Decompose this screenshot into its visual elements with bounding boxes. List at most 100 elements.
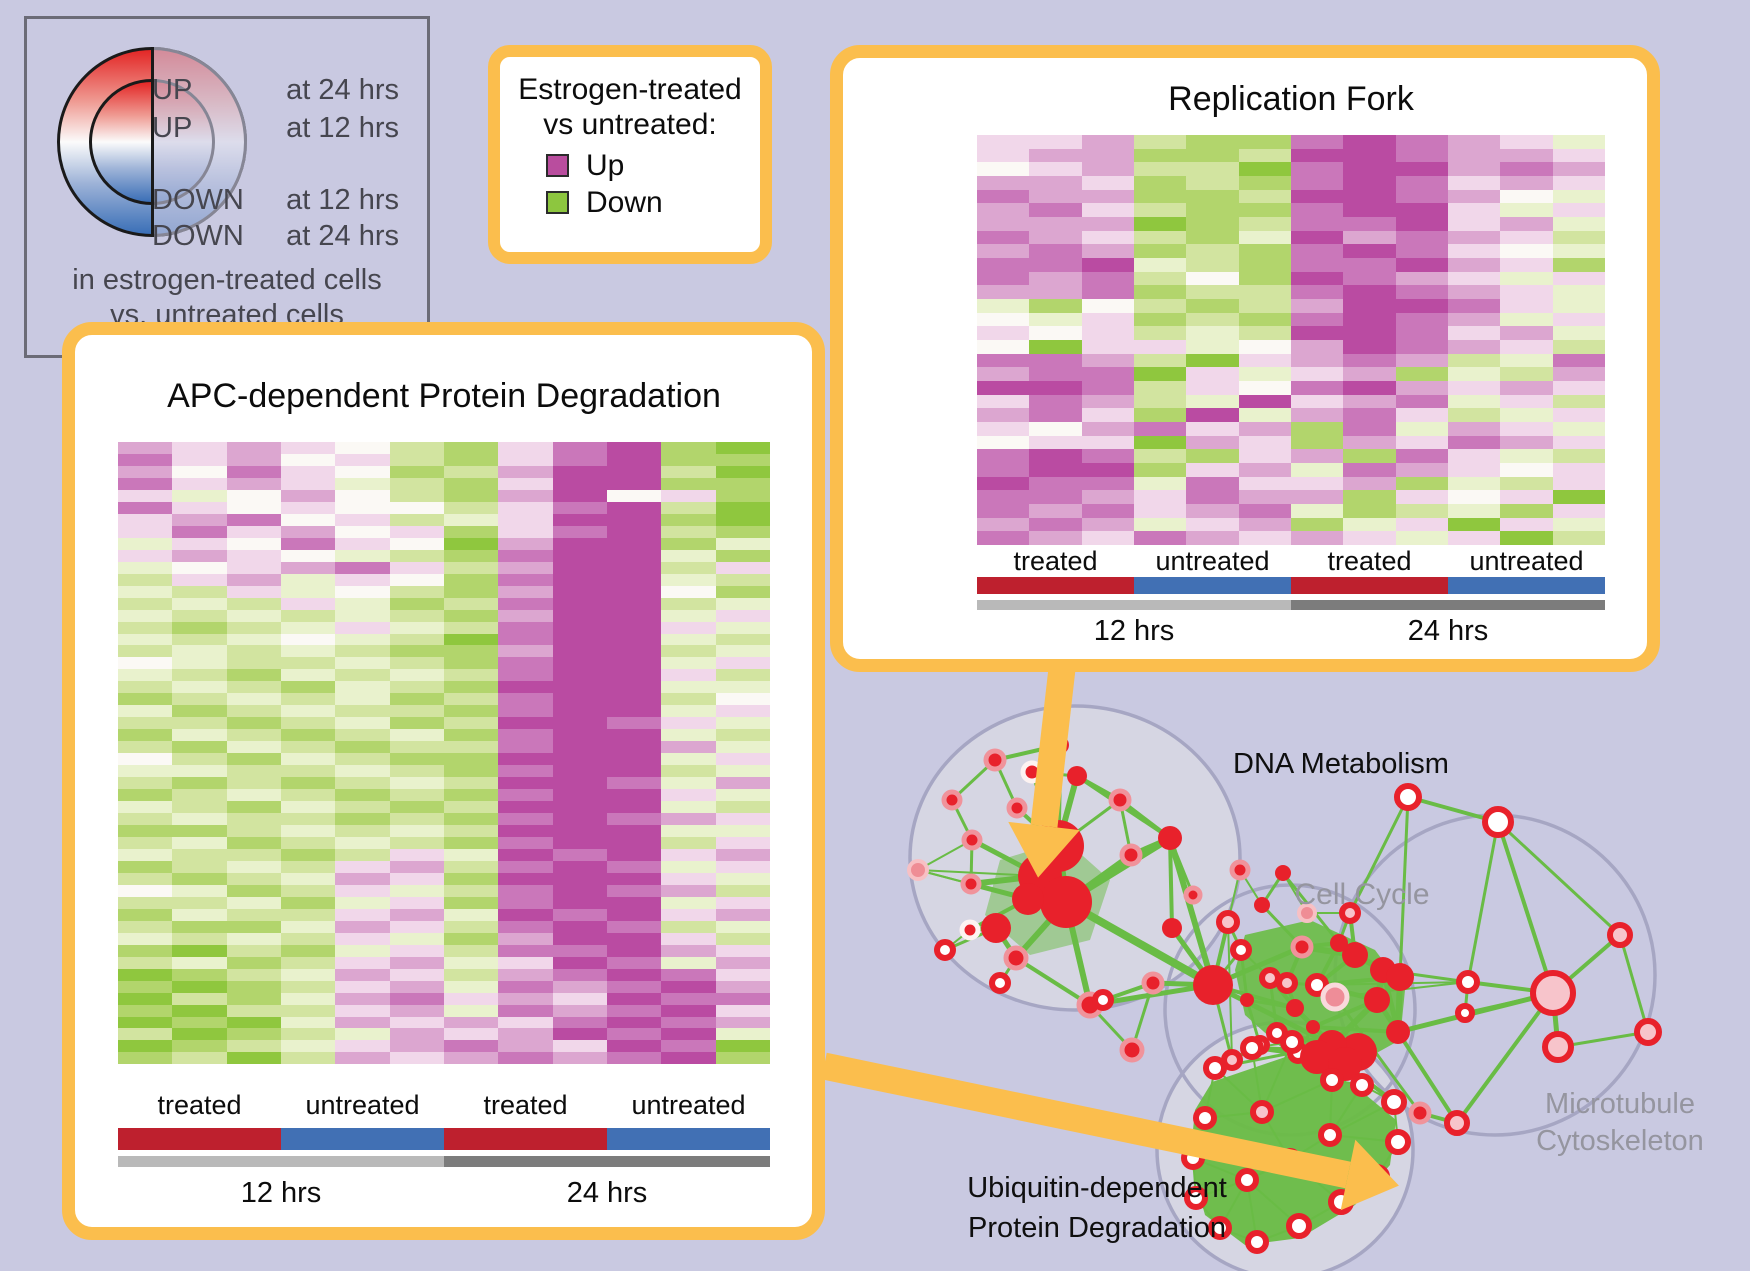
heatmap-cell [1447, 299, 1501, 313]
heatmap-cell [280, 908, 336, 921]
heatmap-cell [552, 1052, 607, 1065]
heatmap-cell [1133, 422, 1187, 436]
heatmap-cell [498, 561, 553, 574]
heatmap-cell [172, 597, 227, 610]
heatmap-cell [226, 453, 281, 466]
heatmap-cell [552, 501, 607, 514]
network-node-ringpink [1634, 1018, 1662, 1046]
untreated-bar-segment [1134, 577, 1291, 594]
heatmap-cell [335, 789, 390, 802]
legend-row-up12: UP at 12 hrs [152, 112, 412, 144]
heatmap-cell [226, 1016, 281, 1029]
heatmap-cell [118, 908, 173, 921]
legend-time: at 24 hrs [286, 74, 399, 106]
heatmap-cell [1290, 148, 1344, 163]
heatmap-cell [280, 860, 336, 873]
heatmap-cell [172, 549, 227, 562]
heatmap-cell [172, 705, 227, 718]
heatmap-cell [606, 908, 662, 921]
heatmap-row [118, 1052, 770, 1065]
heatmap-cell [443, 968, 499, 981]
network-node-pink [960, 873, 982, 895]
heatmap-row [118, 585, 770, 598]
heatmap-cell [335, 585, 390, 598]
heatmap-cell [1500, 517, 1553, 532]
heatmap-row [118, 777, 770, 790]
heatmap-cell [1290, 135, 1344, 149]
heatmap-cell [118, 633, 173, 646]
heatmap-cell [1552, 217, 1605, 231]
heatmap-cell [661, 465, 716, 478]
heatmap-cell [1552, 230, 1605, 245]
legend-row-down12: DOWN at 12 hrs [152, 184, 412, 216]
heatmap-cell [715, 645, 770, 658]
heatmap-cell [226, 872, 281, 885]
heatmap-cell [172, 1028, 227, 1041]
heatmap-cell [661, 705, 716, 718]
heatmap-cell [606, 477, 662, 490]
heatmap-cell [172, 609, 227, 622]
heatmap-cell [1029, 381, 1082, 395]
heatmap-cell [280, 489, 336, 502]
heatmap-cell [226, 621, 281, 634]
time-label-12hrs: 12 hrs [240, 1177, 322, 1209]
heatmap-cell [1029, 299, 1082, 313]
heatmap-cell [172, 1016, 227, 1029]
heatmap-cell [172, 453, 227, 466]
heatmap-cell [1447, 517, 1501, 532]
heatmap-cell [1081, 271, 1134, 286]
heatmap-row [118, 442, 770, 454]
heatmap-cell [606, 836, 662, 849]
heatmap-cell [1343, 408, 1396, 423]
heatmap-cell [280, 789, 336, 802]
ubiquitin-degradation-label: Ubiquitin-dependent Protein Degradation [947, 1168, 1247, 1248]
heatmap-row [118, 693, 770, 706]
heatmap-cell [1133, 285, 1187, 300]
heatmap-row [118, 1040, 770, 1053]
network-node-solid [1364, 987, 1390, 1013]
heatmap-cell [443, 501, 499, 514]
heatmap-cell [443, 884, 499, 897]
heatmap-cell [1029, 408, 1082, 423]
rf-condition-bar [977, 577, 1605, 594]
heatmap-cell [172, 813, 227, 825]
network-node-ringwhite [1208, 1216, 1232, 1240]
heatmap-cell [1343, 189, 1396, 204]
heatmap-cell [1133, 531, 1187, 546]
heatmap-cell [552, 585, 607, 598]
heatmap-cell [172, 908, 227, 921]
heatmap-cell [1395, 203, 1448, 218]
network-node-ringwhite [1092, 989, 1114, 1011]
heatmap-row [118, 992, 770, 1005]
heatmap-cell [1290, 244, 1344, 259]
network-node-solid [1275, 865, 1291, 881]
heatmap-cell [280, 585, 336, 598]
heatmap-cell [335, 717, 390, 730]
heatmap-cell [335, 573, 390, 586]
heatmap-cell [498, 801, 553, 814]
heatmap-cell [443, 932, 499, 945]
heatmap-cell [1447, 463, 1501, 477]
heatmap-cell [172, 477, 227, 490]
network-node-solid [1193, 965, 1233, 1005]
heatmap-cell [280, 968, 336, 981]
network-node-solid [1306, 1020, 1320, 1034]
heatmap-cell [1290, 285, 1344, 300]
heatmap-cell [1500, 326, 1553, 341]
heatmap-cell [1343, 517, 1396, 532]
heatmap-cell [443, 573, 499, 586]
network-node-ringpink [1339, 902, 1361, 924]
heatmap-row [977, 148, 1605, 163]
heatmap-cell [1395, 176, 1448, 190]
heatmap-cell [661, 992, 716, 1005]
heatmap-cell [280, 777, 336, 790]
heatmap-cell [552, 848, 607, 861]
heatmap-cell [1238, 230, 1291, 245]
heatmap-cell [172, 848, 227, 861]
heatmap-cell [552, 872, 607, 885]
heatmap-cell [1133, 449, 1187, 464]
network-node-ringwhite [1184, 1186, 1208, 1210]
heatmap-cell [552, 884, 607, 897]
heatmap-cell [1238, 490, 1291, 505]
heatmap-cell [1447, 435, 1501, 450]
